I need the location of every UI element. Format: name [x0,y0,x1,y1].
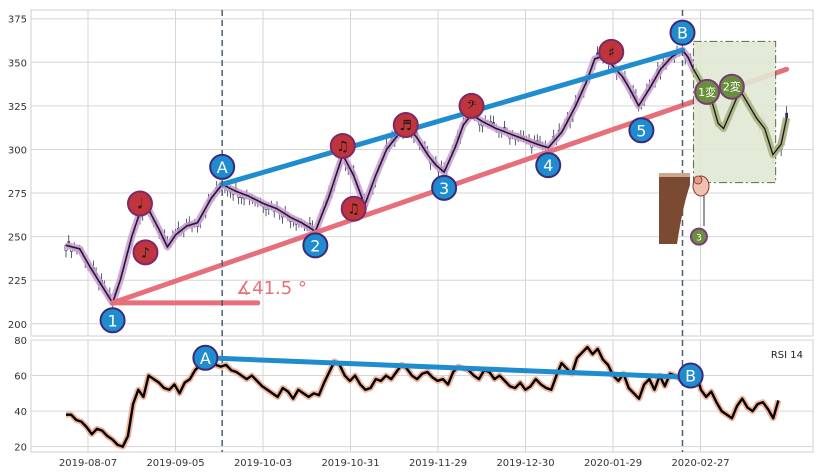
x-tick-label: 2019-10-03 [234,458,292,469]
x-tick-label: 2019-08-07 [59,458,117,469]
x-tick-label: 2020-02-27 [671,458,729,469]
pivot-label-badge [431,174,458,201]
character-head-icon [693,175,703,185]
rsi-pivot-label-badge [192,344,219,371]
rsi-legend: RSI 14 [771,350,803,361]
note-marker-icon [392,112,419,139]
projection-label-badge [718,73,745,100]
note-marker-icon [598,38,625,65]
pivot-label-text: A [217,158,228,177]
note-marker-symbol: ♯ [608,45,615,61]
price-y-tick-label: 250 [8,233,27,244]
projection-label-text: 3 [696,234,702,244]
pivot-label-badge [302,232,329,259]
angle-label: ∡41.5 ° [236,278,307,299]
note-marker-icon [329,132,356,159]
pivot-label-badge [99,307,126,334]
rsi-y-tick-label: 40 [14,407,27,418]
note-marker-symbol: ♫ [347,202,360,218]
x-tick-label: 2019-10-31 [321,458,379,469]
projection-label-text: 1変 [698,85,716,99]
note-marker-icon [132,239,159,266]
cliff-top [659,173,690,177]
cliff-shape [659,173,690,244]
pivot-label-text: 4 [543,156,553,175]
pivot-label-text: 3 [439,179,449,198]
pivot-label-badge [628,117,655,144]
note-marker-symbol: 𝄢 [467,99,476,115]
note-marker-icon [340,195,367,222]
price-y-tick-label: 225 [8,276,27,287]
note-marker-symbol: ♫ [336,139,349,155]
note-marker-icon [458,92,485,119]
rsi-y-tick-label: 60 [14,372,27,383]
price-y-tick-label: 275 [8,189,27,200]
rsi-y-tick-label: 80 [14,336,27,347]
rsi-y-tick-label: 20 [14,443,27,454]
rsi-pivot-label-text: A [200,349,211,368]
price-y-tick-label: 350 [8,58,27,69]
projection-box [692,40,777,184]
x-tick-label: 2019-11-29 [409,458,467,469]
rsi-pivot-label-text: B [685,367,696,386]
projection-label-text: 2変 [723,80,741,94]
note-marker-symbol: ♬ [399,118,412,134]
rsi-plot-frame [30,339,814,453]
rsi-pivot-label-badge [677,362,704,389]
x-tick-label: 2019-12-30 [496,458,554,469]
pivot-label-text: 2 [310,236,320,255]
x-tick-label: 2020-01-29 [584,458,642,469]
price-y-tick-label: 325 [8,102,27,113]
pivot-label-text: 5 [636,121,646,140]
rsi-trend-line [202,355,694,380]
pivot-label-text: B [677,24,688,43]
projection-label-badge [689,227,708,246]
pivot-label-badge [669,19,696,46]
price-y-tick-label: 300 [8,145,27,156]
x-tick-label: 2019-09-05 [146,458,204,469]
rsi-panel: 20 40 60 80 2019-08-07 2019-09-05 2019-10-03 20… [14,336,814,469]
note-marker-icon [126,190,153,217]
note-marker-symbol: ♪ [141,245,150,261]
pivot-label-badge [535,152,562,179]
candle-body [785,112,789,119]
pivot-label-text: 1 [107,311,117,330]
trend-line-upper [219,47,685,187]
note-marker-symbol: 𝅘𝅥 [138,197,143,213]
pivot-label-badge [209,153,236,180]
projection-label-badge [694,78,721,105]
price-y-tick-label: 375 [8,15,27,26]
price-y-tick-label: 200 [8,320,27,331]
